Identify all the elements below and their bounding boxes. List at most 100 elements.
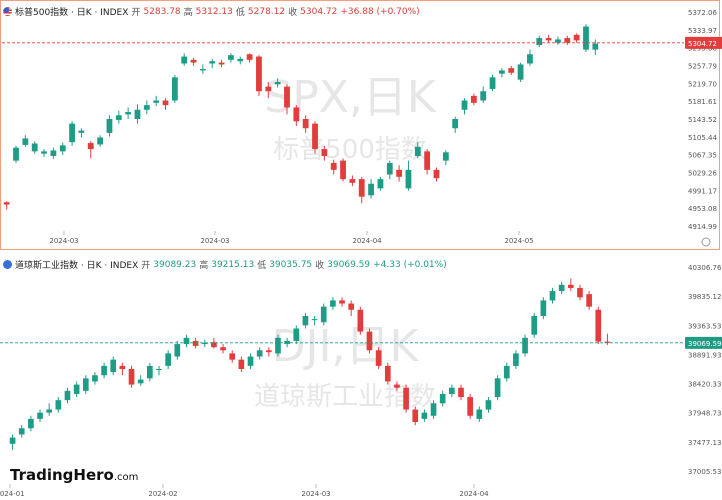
candle-body xyxy=(439,393,446,404)
spx-high: 5312.13 xyxy=(195,6,233,17)
candle-body xyxy=(302,119,309,129)
candle-body xyxy=(13,147,19,161)
candle-body xyxy=(92,375,98,382)
candle-body xyxy=(386,162,393,175)
watermark-symbol: SPX,日K xyxy=(264,72,437,123)
candle-body xyxy=(485,400,492,410)
candle-body xyxy=(489,77,496,89)
y-tick-label: 5143.52 xyxy=(688,116,717,124)
candle-body xyxy=(320,306,327,323)
spx-title[interactable]: 标普500指数 · 日K · INDEX xyxy=(15,8,129,18)
candle-body xyxy=(349,179,356,183)
dji-candlestick-chart[interactable]: 40306.76 39835.12 39363.53 38891.93 38420.33… xyxy=(0,253,722,500)
candle-body xyxy=(87,143,94,150)
candle-body xyxy=(442,152,449,161)
y-tick-label: 5257.79 xyxy=(688,63,717,71)
last-price-tag xyxy=(685,336,722,349)
candle-body xyxy=(220,347,226,351)
y-tick-label: 5219.70 xyxy=(688,80,717,88)
candle-body xyxy=(564,38,571,43)
x-tick-label: 2024-03 xyxy=(200,237,229,245)
candle-body xyxy=(165,353,171,366)
candle-body xyxy=(340,160,346,180)
candle-body xyxy=(293,328,300,341)
candle-body xyxy=(171,77,178,101)
candle-body xyxy=(293,107,300,122)
dji-ohlc-header: 道琼斯工业指数 · 日K · INDEX 开 39089.23 高 39215.13… xyxy=(3,258,447,271)
dji-low: 39035.75 xyxy=(269,259,313,270)
candle-body xyxy=(433,169,440,179)
candle-body xyxy=(348,303,355,310)
y-tick-label: 38420.33 xyxy=(688,381,721,389)
candle-body xyxy=(592,43,599,50)
candle-body xyxy=(190,59,197,63)
y-tick-label: 5067.35 xyxy=(688,152,717,160)
candle-body xyxy=(22,138,29,145)
y-tick-label: 4914.99 xyxy=(688,223,717,231)
candle-body xyxy=(368,183,374,196)
candle-body xyxy=(527,54,533,64)
last-price-value: 5304.72 xyxy=(688,40,717,48)
spx-close: 5304.72 xyxy=(300,6,338,17)
candle-body xyxy=(78,130,85,133)
candle-body xyxy=(181,56,188,64)
candle-body xyxy=(162,100,169,106)
spx-change: +36.88 (+0.70%) xyxy=(340,6,420,17)
candle-body xyxy=(339,300,345,304)
y-tick-label: 4991.17 xyxy=(688,187,717,195)
y-tick-label: 39835.12 xyxy=(688,293,721,301)
y-tick-label: 37477.13 xyxy=(688,439,721,447)
candle-body xyxy=(540,300,547,316)
candle-body xyxy=(110,359,117,373)
candle-body xyxy=(595,309,602,342)
candle-body xyxy=(18,428,25,435)
candle-body xyxy=(384,365,391,382)
candle-body xyxy=(330,300,336,307)
candle-body xyxy=(604,341,611,343)
chart-settings-icon[interactable] xyxy=(701,237,711,247)
candle-body xyxy=(517,64,524,80)
candle-body xyxy=(265,350,272,353)
candle-body xyxy=(237,58,244,62)
y-tick-label: 5372.06 xyxy=(688,9,717,17)
candle-body xyxy=(358,179,365,197)
dji-title[interactable]: 道琼斯工业指数 · 日K · INDEX xyxy=(15,261,139,271)
candle-body xyxy=(396,169,403,177)
candle-body xyxy=(229,353,236,360)
candle-body xyxy=(476,409,483,419)
dji-icon xyxy=(3,260,12,269)
candle-body xyxy=(125,112,132,115)
x-tick-label: 2024-04 xyxy=(459,490,489,498)
candle-body xyxy=(503,365,510,379)
candle-body xyxy=(274,82,281,85)
y-tick-label: 38891.93 xyxy=(688,351,721,359)
us-flag-icon xyxy=(3,7,12,16)
x-tick-label: 2024-03 xyxy=(49,237,78,245)
candle-body xyxy=(558,284,565,292)
y-tick-label: 5029.26 xyxy=(688,170,717,178)
dji-high: 39215.13 xyxy=(211,259,255,270)
watermark-name: 标普500指数 xyxy=(273,135,427,165)
candle-body xyxy=(321,149,328,156)
candle-body xyxy=(452,119,459,129)
spx-ohlc-header: 标普500指数 · 日K · INDEX 开 5283.78 高 5312.13 低… xyxy=(3,5,420,18)
candle-body xyxy=(41,151,47,154)
candle-body xyxy=(137,379,144,384)
candle-body xyxy=(421,412,428,419)
candle-body xyxy=(183,337,190,345)
candle-body xyxy=(247,356,254,366)
candle-body xyxy=(55,400,62,410)
y-tick-label: 39363.53 xyxy=(688,322,721,330)
candle-body xyxy=(330,162,337,170)
candle-body xyxy=(37,412,43,419)
candle-body xyxy=(28,418,34,429)
candle-body xyxy=(403,387,409,410)
candle-body xyxy=(414,146,421,156)
candle-body xyxy=(201,342,208,345)
spx-candlestick-chart[interactable]: 5372.065333.975295.885257.795219.705181.… xyxy=(0,0,722,252)
candle-body xyxy=(498,70,505,74)
last-price-value: 39069.59 xyxy=(688,340,721,348)
candle-body xyxy=(46,409,53,413)
candle-body xyxy=(405,169,412,189)
candle-body xyxy=(101,365,107,376)
